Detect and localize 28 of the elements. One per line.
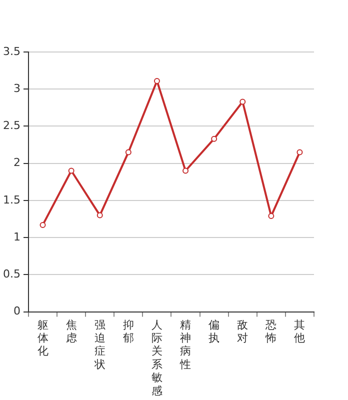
y-tick-label: 1 [13,230,20,244]
point [211,136,218,142]
x-tick-label: 恐怖 [264,318,277,344]
y-tick-label: 2.5 [2,119,20,132]
point [296,149,303,156]
x-tick-label: 抑郁 [122,318,134,344]
y-tick-label: 3.5 [2,44,20,58]
x-tick-label: 人际关系敏感 [151,318,162,398]
x-tick-label: 躯体化 [37,318,48,358]
y-tick-label: 0 [13,304,20,318]
y-tick-label: 0.5 [2,268,20,281]
point [68,168,74,174]
point [268,213,274,220]
y-tick-label: 2 [13,156,20,170]
x-tick-label: 精神病性 [179,318,192,371]
point [182,168,189,174]
x-tick-label: 焦虑 [66,318,77,344]
x-tick-label: 强迫症状 [93,318,106,371]
point [40,222,46,228]
point [96,212,103,218]
point [154,78,160,84]
y-tick-label: 1.5 [2,193,20,206]
x-tick-label: 敌对 [237,318,248,344]
point [125,149,132,156]
x-tick-label: 偏执 [208,318,220,344]
x-tick-label: 其他 [294,318,306,344]
y-tick-label: 3 [13,82,20,95]
point [240,98,246,105]
